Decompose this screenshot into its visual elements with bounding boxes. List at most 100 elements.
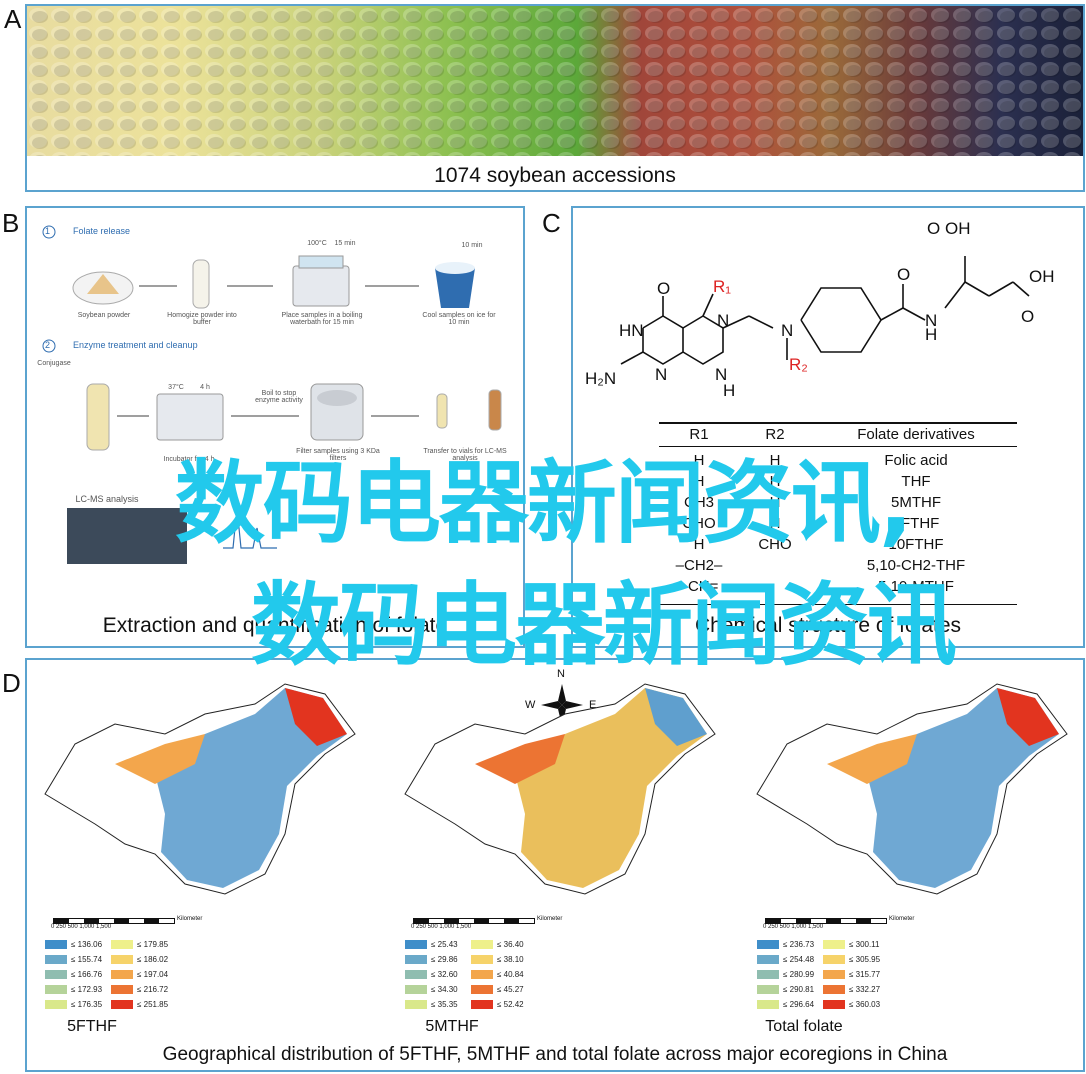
legend-label: ≤ 40.84 (497, 970, 524, 979)
legend-swatch (471, 970, 493, 980)
panel-b-letter: B (2, 208, 20, 238)
folate-atom-labels: O HN N H₂N N N H N O N H O OH OH O (585, 219, 1055, 400)
table-cell: H (769, 494, 781, 511)
ice-bucket-icon (435, 268, 475, 308)
powder-pile (87, 274, 119, 294)
atom-n1: N (655, 365, 667, 384)
folate-structure-diagram: O HN N H₂N N N H N O N H O OH OH O R₁ R₂ (585, 219, 1055, 400)
transfer-label: Transfer to vials for LC-MS analysis (423, 448, 507, 462)
legend-label: ≤ 254.48 (783, 955, 815, 964)
step2-number: 2 (45, 340, 51, 350)
legend-label: ≤ 360.03 (849, 1000, 881, 1009)
legend-swatch (405, 940, 427, 950)
step2-circle (42, 339, 56, 353)
step1-temp: 100°C (307, 240, 327, 247)
legend-label: ≤ 280.99 (783, 970, 815, 979)
sample-tube-icon (86, 383, 110, 451)
legend-swatch (405, 1000, 427, 1010)
legend-label: ≤ 216.72 (137, 985, 169, 994)
table-cell: CHO (758, 536, 792, 553)
table-cell: H (769, 452, 781, 469)
table-top-rule (659, 422, 1017, 424)
legend-label: ≤ 176.35 (71, 1000, 103, 1009)
china-map-2 (404, 683, 716, 895)
vial-icon-1 (436, 393, 448, 429)
tube-icon (192, 259, 210, 309)
table-cell: H (769, 473, 781, 490)
r2-label: R₂ (789, 355, 808, 374)
waterbath-lid (298, 255, 344, 269)
legend-entry: ≤ 29.86 (405, 955, 458, 965)
legend-swatch (111, 970, 133, 980)
legend-label: ≤ 32.60 (431, 970, 458, 979)
legend-label: ≤ 315.77 (849, 970, 881, 979)
table-cell: 5FTHF (892, 515, 940, 532)
table-cell: H (769, 515, 781, 532)
soybean-photo (27, 6, 1083, 156)
legend-swatch (111, 985, 133, 995)
chromatogram-line (223, 507, 277, 549)
legend-swatch (823, 985, 845, 995)
china-map-3 (756, 683, 1068, 895)
compass-n: N (557, 668, 565, 680)
lcms-label: LC-MS analysis (75, 494, 139, 504)
centrifuge-top (317, 390, 357, 406)
incubate-label: Incubator for 4 h (163, 456, 215, 463)
atom-n10: N (781, 321, 793, 340)
legend-entry: ≤ 155.74 (45, 955, 102, 965)
legend-entry: ≤ 35.35 (405, 1000, 458, 1010)
map-caption: 5MTHF (425, 1018, 479, 1035)
scale-ticks: 0 250 500 1,000 1,500 (411, 924, 472, 930)
watermark-line-1: 数码电器新闻资讯, (174, 451, 913, 556)
legend-entry: ≤ 136.06 (45, 940, 102, 950)
vial-icon-2 (488, 389, 502, 431)
boil-label: Boil to stop enzyme activity (255, 390, 303, 404)
legend-label: ≤ 197.04 (137, 970, 169, 979)
step1-number: 1 (45, 226, 51, 236)
waterbath-icon (292, 265, 350, 307)
legend-entry: ≤ 25.43 (405, 940, 458, 950)
scale-ticks: 0 250 500 1,000 1,500 (763, 924, 824, 930)
table-cell: 5MTHF (891, 494, 941, 511)
legend-swatch (757, 940, 779, 950)
scale-bar (53, 918, 175, 924)
legend-swatch (45, 955, 67, 965)
scale-unit: Kilometer (889, 916, 915, 922)
legend-entry: ≤ 290.81 (757, 985, 815, 995)
legend-entry: ≤ 300.11 (823, 940, 880, 950)
step1-time2: 10 min (461, 242, 483, 249)
panel-d-caption: Geographical distribution of 5FTHF, 5MTH… (162, 1044, 948, 1065)
legend-swatch (111, 940, 133, 950)
legend-entry: ≤ 179.85 (111, 940, 168, 950)
legend-entry: ≤ 36.40 (471, 940, 524, 950)
legend-label: ≤ 25.43 (431, 940, 458, 949)
legend-label: ≤ 38.10 (497, 955, 524, 964)
legend-swatch (823, 940, 845, 950)
legend-entry: ≤ 236.73 (757, 940, 815, 950)
legend-label: ≤ 236.73 (783, 940, 815, 949)
atom-h2: H (925, 325, 937, 344)
legend-swatch (471, 955, 493, 965)
compass-w: W (525, 699, 536, 711)
panel-b-caption: Extraction and quantification of folate (102, 614, 448, 637)
legend-entry: ≤ 172.93 (45, 985, 102, 995)
scale-ticks: 0 250 500 1,000 1,500 (51, 924, 112, 930)
scale-unit: Kilometer (537, 916, 563, 922)
legend-entry: ≤ 315.77 (823, 970, 881, 980)
legend-entry: ≤ 254.48 (757, 955, 815, 965)
step2-temp: 37°C (168, 384, 184, 391)
step2-title: Enzyme treatment and cleanup (73, 340, 198, 350)
scale-bar (765, 918, 887, 924)
table-cell: H (693, 473, 705, 490)
atom-nh: N (715, 365, 727, 384)
folate-r-groups: R₁ R₂ (713, 277, 808, 374)
legend-label: ≤ 290.81 (783, 985, 815, 994)
legend-swatch (111, 1000, 133, 1010)
legend-label: ≤ 305.95 (849, 955, 881, 964)
step1-time: 15 min (334, 240, 356, 247)
legend-swatch (471, 1000, 493, 1010)
step1-circle (42, 225, 56, 239)
legend-entry: ≤ 296.64 (757, 1000, 814, 1010)
legend-swatch (471, 940, 493, 950)
legend-swatch (405, 970, 427, 980)
